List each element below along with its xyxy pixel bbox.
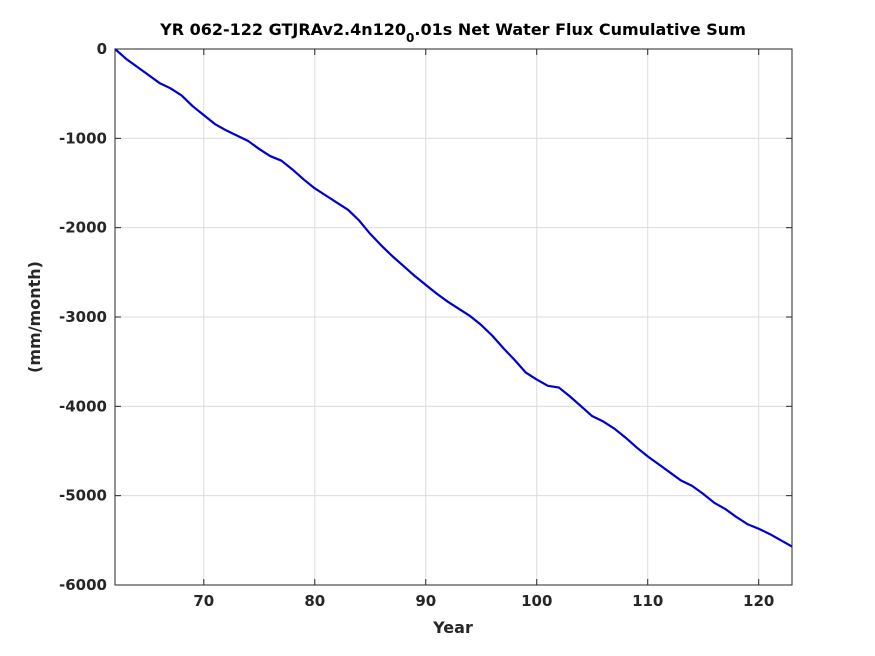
x-tick-label: 110: [632, 592, 663, 610]
y-tick-label: -2000: [59, 219, 107, 237]
x-tick-label: 120: [743, 592, 774, 610]
y-tick-label: -6000: [59, 576, 107, 594]
chart-title: YR 062-122 GTJRAv2.4n1200.01s Net Water …: [159, 20, 746, 45]
x-tick-label: 90: [415, 592, 436, 610]
x-tick-label: 70: [193, 592, 214, 610]
y-tick-label: -5000: [59, 487, 107, 505]
y-tick-label: 0: [97, 40, 107, 58]
x-tick-label: 100: [521, 592, 552, 610]
x-tick-labels: 70 80 90 100 110 120: [193, 592, 774, 610]
y-axis-label: (mm/month): [25, 261, 44, 373]
y-tick-label: -3000: [59, 308, 107, 326]
chart-title-tail: .01s Net Water Flux Cumulative Sum: [414, 20, 745, 39]
x-tick-label: 80: [304, 592, 325, 610]
y-tick-label: -1000: [59, 129, 107, 147]
y-tick-labels: 0 -1000 -2000 -3000 -4000 -5000 -6000: [59, 40, 107, 594]
x-axis-label: Year: [432, 618, 473, 637]
chart-title-main: YR 062-122 GTJRAv2.4n120: [159, 20, 406, 39]
chart-title-subscript: 0: [406, 31, 414, 45]
y-tick-label: -4000: [59, 397, 107, 415]
grid-lines: [115, 48, 792, 586]
data-series-line: [114, 48, 793, 548]
plot-frame: [114, 48, 793, 586]
